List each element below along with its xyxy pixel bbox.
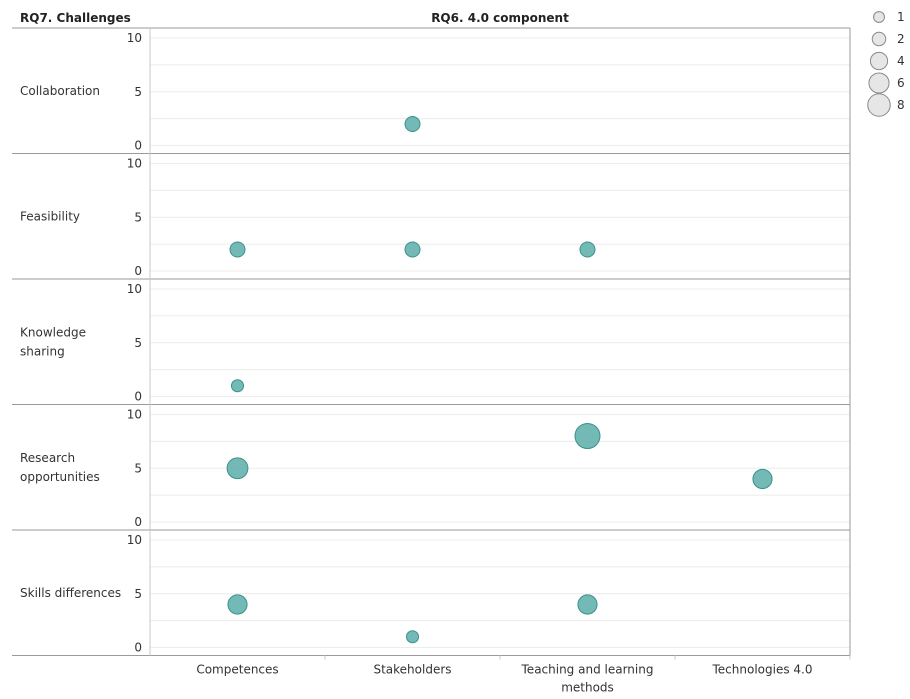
data-point bbox=[577, 594, 598, 615]
y-tick-label: 5 bbox=[134, 461, 142, 475]
y-tick-label: 5 bbox=[134, 587, 142, 601]
x-tick-label: Technologies 4.0 bbox=[712, 663, 813, 677]
x-tick-label: Teaching and learning bbox=[521, 663, 654, 677]
y-tick-label: 10 bbox=[127, 282, 142, 296]
chart-title: RQ6. 4.0 component bbox=[431, 11, 569, 25]
y-tick-label: 0 bbox=[134, 390, 142, 404]
row-label: Skills differences bbox=[20, 586, 121, 600]
data-point bbox=[405, 630, 420, 644]
row-header: RQ7. Challenges bbox=[20, 11, 131, 25]
data-point bbox=[752, 468, 773, 490]
y-tick-label: 10 bbox=[127, 533, 142, 547]
legend-label: 1 bbox=[897, 10, 905, 24]
legend-label: 6 bbox=[897, 76, 905, 90]
x-tick-label: Stakeholders bbox=[373, 663, 451, 677]
legend-marker bbox=[868, 72, 890, 94]
legend-marker bbox=[869, 51, 889, 71]
row-label: opportunities bbox=[20, 470, 100, 484]
data-point bbox=[574, 423, 601, 449]
legend-marker bbox=[873, 11, 885, 23]
legend-label: 4 bbox=[897, 54, 905, 68]
y-tick-label: 10 bbox=[127, 408, 142, 422]
row-label: Knowledge bbox=[20, 325, 86, 339]
x-tick-label: Competences bbox=[196, 663, 278, 677]
y-tick-label: 0 bbox=[134, 264, 142, 278]
data-point bbox=[404, 241, 421, 258]
y-tick-label: 0 bbox=[134, 641, 142, 655]
row-label: Collaboration bbox=[20, 84, 100, 98]
data-point bbox=[230, 379, 245, 393]
data-point bbox=[227, 594, 248, 615]
data-point bbox=[229, 241, 246, 258]
row-label: Feasibility bbox=[20, 209, 80, 223]
y-tick-label: 0 bbox=[134, 515, 142, 529]
y-tick-label: 0 bbox=[134, 139, 142, 153]
row-label: sharing bbox=[20, 344, 65, 358]
data-point bbox=[579, 241, 596, 258]
legend-marker bbox=[871, 31, 887, 47]
x-tick-label: methods bbox=[561, 681, 614, 695]
legend-label: 2 bbox=[897, 32, 905, 46]
y-tick-label: 5 bbox=[134, 210, 142, 224]
y-tick-label: 5 bbox=[134, 85, 142, 99]
y-tick-label: 10 bbox=[127, 31, 142, 45]
y-tick-label: 5 bbox=[134, 336, 142, 350]
data-point bbox=[404, 116, 421, 132]
legend-label: 8 bbox=[897, 98, 905, 112]
y-tick-label: 10 bbox=[127, 157, 142, 171]
row-label: Research bbox=[20, 451, 75, 465]
legend-marker bbox=[867, 93, 891, 117]
data-point bbox=[226, 457, 249, 480]
